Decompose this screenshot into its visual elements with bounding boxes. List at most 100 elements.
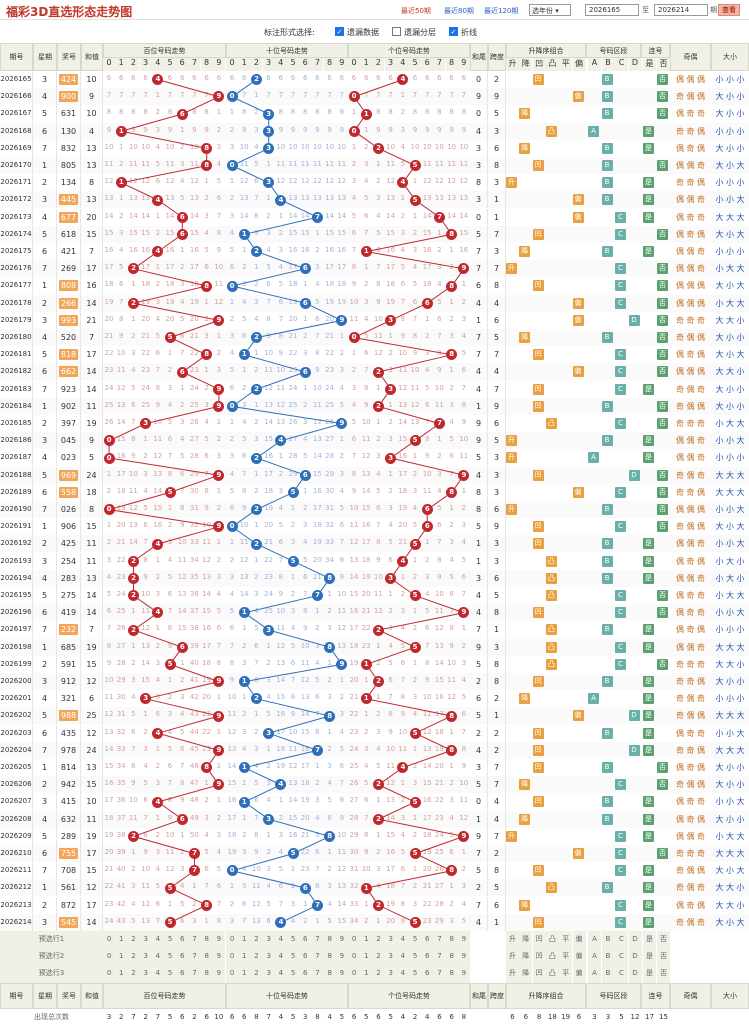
preselect-zone[interactable]: A bbox=[588, 965, 601, 983]
preselect-consec[interactable]: 是 bbox=[643, 965, 656, 983]
preselect-consec[interactable]: 否 bbox=[657, 948, 670, 966]
preselect-digit[interactable]: 1 bbox=[360, 931, 373, 949]
preselect-digit[interactable]: 8 bbox=[200, 931, 213, 949]
preselect-digit[interactable]: 1 bbox=[115, 948, 128, 966]
preselect-digit[interactable]: 1 bbox=[115, 931, 128, 949]
preselect-digit[interactable]: 3 bbox=[384, 931, 397, 949]
preselect-digit[interactable]: 0 bbox=[103, 948, 116, 966]
preselect-digit[interactable]: 2 bbox=[372, 965, 385, 983]
link-last-50[interactable]: 最近50期 bbox=[401, 7, 431, 15]
preselect-ud[interactable]: 升 bbox=[506, 948, 519, 966]
preselect-digit[interactable]: 3 bbox=[139, 965, 152, 983]
preselect-digit[interactable]: 3 bbox=[262, 931, 275, 949]
checkbox-missing-data[interactable]: ✓ bbox=[335, 27, 344, 36]
preselect-digit[interactable]: 4 bbox=[274, 931, 287, 949]
preselect-digit[interactable]: 4 bbox=[396, 948, 409, 966]
preselect-digit[interactable]: 7 bbox=[188, 931, 201, 949]
preselect-zone[interactable]: D bbox=[628, 965, 642, 983]
preselect-digit[interactable]: 9 bbox=[457, 965, 470, 983]
preselect-consec[interactable]: 是 bbox=[643, 948, 656, 966]
preselect-digit[interactable]: 6 bbox=[421, 965, 434, 983]
preselect-digit[interactable]: 8 bbox=[323, 931, 336, 949]
preselect-digit[interactable]: 3 bbox=[384, 948, 397, 966]
preselect-digit[interactable]: 1 bbox=[238, 931, 251, 949]
preselect-ud[interactable]: 偏 bbox=[572, 948, 586, 966]
preselect-digit[interactable]: 8 bbox=[445, 965, 458, 983]
preselect-zone[interactable]: C bbox=[615, 948, 628, 966]
preselect-digit[interactable]: 7 bbox=[311, 965, 324, 983]
preselect-digit[interactable]: 7 bbox=[433, 965, 446, 983]
preselect-zone[interactable]: B bbox=[601, 931, 615, 949]
preselect-digit[interactable]: 9 bbox=[335, 948, 348, 966]
preselect-digit[interactable]: 4 bbox=[396, 965, 409, 983]
preselect-digit[interactable]: 8 bbox=[445, 931, 458, 949]
preselect-digit[interactable]: 7 bbox=[433, 948, 446, 966]
preselect-digit[interactable]: 8 bbox=[200, 948, 213, 966]
to-period-input[interactable]: 2026214 bbox=[654, 4, 708, 16]
preselect-digit[interactable]: 0 bbox=[348, 931, 361, 949]
preselect-digit[interactable]: 4 bbox=[151, 965, 164, 983]
preselect-digit[interactable]: 2 bbox=[372, 948, 385, 966]
preselect-digit[interactable]: 1 bbox=[238, 965, 251, 983]
checkbox-missing-layer[interactable] bbox=[392, 27, 401, 36]
preselect-digit[interactable]: 9 bbox=[212, 965, 225, 983]
preselect-digit[interactable]: 5 bbox=[164, 931, 177, 949]
preselect-digit[interactable]: 8 bbox=[323, 948, 336, 966]
preselect-digit[interactable]: 9 bbox=[335, 965, 348, 983]
preselect-digit[interactable]: 8 bbox=[445, 948, 458, 966]
year-select[interactable]: 选年份 ▾ bbox=[529, 4, 571, 16]
preselect-ud[interactable]: 凹 bbox=[532, 965, 546, 983]
preselect-zone[interactable]: A bbox=[588, 948, 601, 966]
preselect-digit[interactable]: 9 bbox=[457, 931, 470, 949]
preselect-digit[interactable]: 1 bbox=[115, 965, 128, 983]
preselect-digit[interactable]: 5 bbox=[409, 965, 422, 983]
preselect-digit[interactable]: 8 bbox=[200, 965, 213, 983]
preselect-ud[interactable]: 平 bbox=[559, 931, 573, 949]
preselect-digit[interactable]: 5 bbox=[287, 948, 300, 966]
preselect-consec[interactable]: 是 bbox=[643, 931, 656, 949]
from-period-input[interactable]: 2026165 bbox=[585, 4, 639, 16]
preselect-ud[interactable]: 降 bbox=[519, 931, 533, 949]
preselect-digit[interactable]: 2 bbox=[250, 965, 263, 983]
preselect-zone[interactable]: D bbox=[628, 948, 642, 966]
preselect-zone[interactable]: C bbox=[615, 965, 628, 983]
preselect-digit[interactable]: 7 bbox=[188, 948, 201, 966]
preselect-digit[interactable]: 2 bbox=[127, 965, 140, 983]
preselect-zone[interactable]: B bbox=[601, 965, 615, 983]
preselect-digit[interactable]: 2 bbox=[250, 948, 263, 966]
preselect-ud[interactable]: 凸 bbox=[545, 948, 559, 966]
preselect-zone[interactable]: D bbox=[628, 931, 642, 949]
preselect-digit[interactable]: 3 bbox=[384, 965, 397, 983]
preselect-ud[interactable]: 平 bbox=[559, 948, 573, 966]
preselect-ud[interactable]: 降 bbox=[519, 965, 533, 983]
preselect-consec[interactable]: 否 bbox=[657, 965, 670, 983]
preselect-ud[interactable]: 凹 bbox=[532, 931, 546, 949]
preselect-digit[interactable]: 5 bbox=[164, 948, 177, 966]
preselect-consec[interactable]: 否 bbox=[657, 931, 670, 949]
preselect-digit[interactable]: 6 bbox=[299, 948, 312, 966]
preselect-digit[interactable]: 6 bbox=[299, 965, 312, 983]
preselect-zone[interactable]: A bbox=[588, 931, 601, 949]
preselect-digit[interactable]: 6 bbox=[421, 948, 434, 966]
preselect-digit[interactable]: 6 bbox=[299, 931, 312, 949]
preselect-digit[interactable]: 8 bbox=[323, 965, 336, 983]
preselect-digit[interactable]: 5 bbox=[287, 931, 300, 949]
preselect-ud[interactable]: 凹 bbox=[532, 948, 546, 966]
preselect-digit[interactable]: 5 bbox=[409, 948, 422, 966]
preselect-digit[interactable]: 3 bbox=[262, 948, 275, 966]
preselect-digit[interactable]: 1 bbox=[360, 965, 373, 983]
search-button[interactable]: 查看 bbox=[718, 4, 740, 16]
preselect-digit[interactable]: 4 bbox=[396, 931, 409, 949]
preselect-digit[interactable]: 7 bbox=[311, 931, 324, 949]
preselect-ud[interactable]: 偏 bbox=[572, 931, 586, 949]
preselect-digit[interactable]: 0 bbox=[226, 965, 239, 983]
preselect-ud[interactable]: 平 bbox=[559, 965, 573, 983]
preselect-digit[interactable]: 0 bbox=[103, 931, 116, 949]
preselect-digit[interactable]: 5 bbox=[164, 965, 177, 983]
preselect-digit[interactable]: 4 bbox=[274, 965, 287, 983]
preselect-digit[interactable]: 6 bbox=[176, 931, 189, 949]
preselect-ud[interactable]: 升 bbox=[506, 965, 519, 983]
preselect-digit[interactable]: 0 bbox=[226, 931, 239, 949]
preselect-digit[interactable]: 0 bbox=[348, 948, 361, 966]
preselect-digit[interactable]: 3 bbox=[262, 965, 275, 983]
